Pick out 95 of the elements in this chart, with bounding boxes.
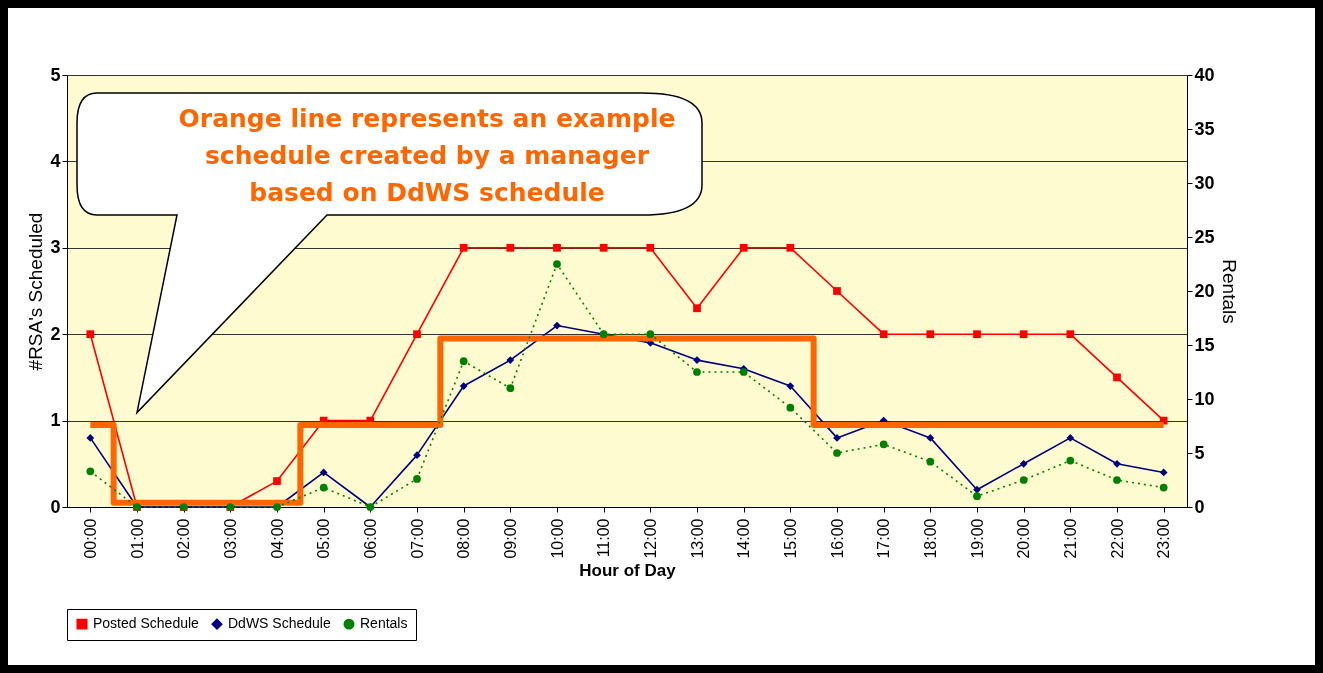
point xyxy=(1019,330,1028,339)
point xyxy=(413,451,421,460)
point xyxy=(413,330,421,339)
annotation: Orange line represents an example schedule created by a manager based on DdWS schedule xyxy=(178,104,676,207)
point xyxy=(786,382,795,390)
x-axis-title: Hour of Day xyxy=(579,560,677,580)
x-tick-label: 06:00 xyxy=(361,518,379,559)
point xyxy=(86,434,95,442)
point xyxy=(1159,483,1168,492)
point xyxy=(506,384,515,393)
y2-tick-label: 10 xyxy=(1194,388,1215,409)
point xyxy=(319,483,328,492)
y2-tick-label: 35 xyxy=(1194,118,1215,139)
point xyxy=(1159,468,1168,477)
point xyxy=(693,304,701,313)
legend-label: Posted Schedule xyxy=(93,615,200,632)
point xyxy=(86,330,95,339)
point xyxy=(739,243,748,252)
x-tick-label: 13:00 xyxy=(688,518,706,559)
x-tick-label: 21:00 xyxy=(1061,518,1079,559)
point xyxy=(459,357,468,366)
x-tick-label: 08:00 xyxy=(455,518,473,559)
y2-tick-label: 25 xyxy=(1194,226,1215,247)
point xyxy=(506,243,515,252)
legend-label: DdWS Schedule xyxy=(228,615,331,632)
point xyxy=(459,243,468,252)
x-tick-label: 14:00 xyxy=(735,518,753,559)
point xyxy=(553,260,561,268)
point xyxy=(1019,459,1028,468)
point xyxy=(646,330,655,339)
x-tick-label: 19:00 xyxy=(968,518,986,559)
point xyxy=(646,243,655,252)
x-tick-label: 09:00 xyxy=(501,518,519,559)
point xyxy=(833,287,841,295)
point xyxy=(926,330,935,339)
point xyxy=(879,440,888,449)
point xyxy=(973,485,981,494)
y-tick-label: 3 xyxy=(50,237,61,258)
point xyxy=(1113,459,1121,468)
point xyxy=(319,468,328,477)
x-tick-label: 04:00 xyxy=(268,518,286,559)
x-tick-label: 00:00 xyxy=(81,518,99,559)
point xyxy=(459,382,468,390)
point xyxy=(693,368,701,376)
point xyxy=(599,243,608,252)
y-tick-label: 4 xyxy=(50,150,61,171)
x-tick-label: 20:00 xyxy=(1015,518,1033,559)
point xyxy=(926,434,935,442)
x-tick-label: 11:00 xyxy=(595,518,613,558)
x-tick-label: 12:00 xyxy=(641,518,659,559)
point xyxy=(273,477,281,485)
y-tick-label: 2 xyxy=(50,323,61,344)
point xyxy=(1019,476,1028,484)
y2-tick-label: 30 xyxy=(1194,172,1215,193)
x-tick-label: 22:00 xyxy=(1108,518,1126,559)
point xyxy=(739,368,748,376)
point xyxy=(1066,434,1075,442)
point xyxy=(833,449,841,457)
y2-tick-label: 15 xyxy=(1194,334,1215,355)
x-tick-label: 18:00 xyxy=(921,518,939,559)
x-tick-label: 23:00 xyxy=(1155,518,1173,559)
point xyxy=(413,475,421,483)
y2-tick-label: 0 xyxy=(1194,496,1205,517)
x-tick-label: 16:00 xyxy=(828,518,846,559)
x-tick-label: 03:00 xyxy=(221,518,239,559)
x-tick-label: 02:00 xyxy=(175,518,193,559)
legend-label: Rentals xyxy=(360,615,408,632)
point xyxy=(879,330,888,339)
point xyxy=(786,243,795,252)
point xyxy=(1066,456,1075,465)
point xyxy=(553,321,561,330)
point xyxy=(553,243,561,252)
y-tick-label: 0 xyxy=(50,496,61,517)
x-tick-label: 10:00 xyxy=(548,518,566,559)
point xyxy=(926,457,935,466)
point xyxy=(1066,330,1075,339)
y-tick-label: 1 xyxy=(50,410,61,431)
x-tick-label: 01:00 xyxy=(128,518,146,559)
point xyxy=(973,330,981,339)
point xyxy=(86,467,95,476)
y2-axis-title: Rentals xyxy=(1218,259,1240,324)
point xyxy=(506,356,515,364)
point xyxy=(1113,373,1121,382)
y2-tick-label: 40 xyxy=(1194,64,1215,85)
y2-tick-label: 20 xyxy=(1194,280,1215,301)
point xyxy=(973,492,981,501)
x-tick-label: 15:00 xyxy=(781,518,799,559)
y-axis-title: #RSA's Scheduled xyxy=(25,212,47,371)
y2-tick-label: 5 xyxy=(1194,442,1205,463)
x-tick-label: 17:00 xyxy=(875,518,893,559)
x-tick-label: 07:00 xyxy=(408,518,426,559)
point xyxy=(786,403,795,412)
point xyxy=(1113,476,1121,484)
x-tick-label: 05:00 xyxy=(315,518,333,559)
y-tick-label: 5 xyxy=(50,64,61,85)
